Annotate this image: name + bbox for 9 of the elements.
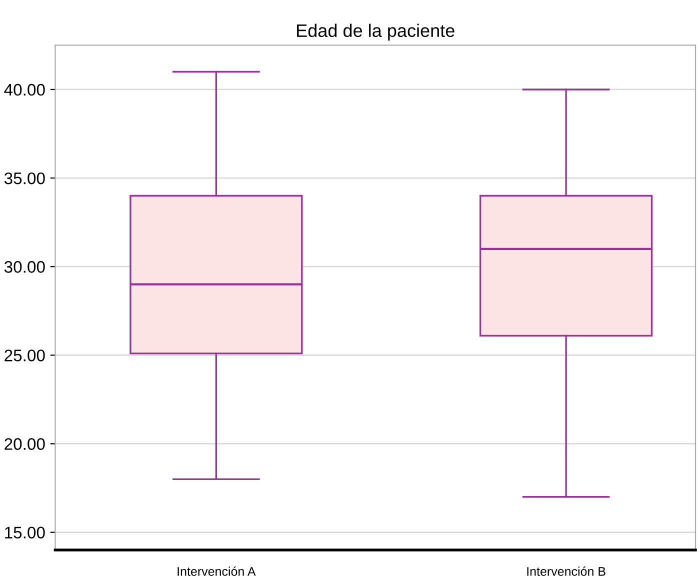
y-tick-label: 25.00 (4, 350, 45, 362)
chart-title: Edad de la paciente (297, 24, 454, 41)
x-tick-label: Intervención A (178, 566, 256, 576)
x-tick-label: Intervención B (527, 566, 606, 576)
y-tick-label: 35.00 (4, 172, 45, 184)
y-tick-label: 15.00 (5, 526, 45, 539)
y-tick-label: 30.00 (4, 261, 45, 273)
y-tick-label: 20.00 (4, 438, 45, 450)
y-tick-label: 40.00 (4, 84, 45, 96)
